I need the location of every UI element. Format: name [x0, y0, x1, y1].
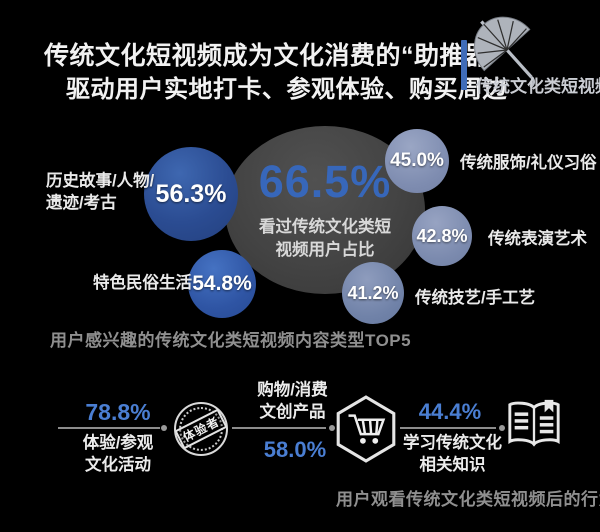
flow-label-learning-line2: 相关知识 [419, 455, 486, 474]
connector-line [400, 427, 496, 429]
flow-label-shopping-line1: 购物/消费 [257, 381, 328, 399]
experiencer-stamp-badge: 体验者 [174, 402, 228, 456]
bubble-label-crafts: 传统技艺/手工艺 [415, 289, 536, 307]
bubble-folk-life: 54.8% [188, 250, 256, 318]
page-title-line1: 传统文化短视频成为文化消费的“助推器” [44, 42, 504, 70]
page-title-line2: 驱动用户实地打卡、参观体验、购买周边 [66, 76, 507, 103]
flow-label-learning-line1: 学习传统文化 [403, 434, 502, 452]
paper-umbrella-icon [468, 4, 546, 96]
flow-label-experience-line2: 文化活动 [85, 455, 151, 474]
bubble-label-history-line2: 遗迹/考古 [46, 194, 117, 213]
flow-value-shopping: 58.0% [263, 437, 327, 462]
bubble-history: 56.3% [144, 147, 238, 241]
connector-dot [161, 425, 167, 431]
accent-divider-bar [461, 40, 467, 90]
center-bubble-value: 66.5% [258, 156, 392, 207]
shopping-cart-icon [334, 394, 398, 464]
connector-dot [329, 425, 335, 431]
connector-line [58, 427, 160, 429]
flow-label-experience: 体验/参观 文化活动 [58, 433, 178, 477]
bubble-label-folk-life: 特色民俗生活 [93, 274, 192, 292]
connector-line [232, 427, 326, 429]
bubble-chart-caption: 用户感兴趣的传统文化类短视频内容类型TOP5 [50, 331, 412, 350]
flow-label-shopping: 购物/消费 文创产品 [235, 380, 350, 424]
bubble-label-performing: 传统表演艺术 [488, 230, 587, 248]
center-label-line2: 视频用户占比 [275, 241, 375, 260]
center-label-line1: 看过传统文化类短 [259, 218, 391, 236]
open-book-icon [505, 397, 563, 453]
badge-dotted-ring [179, 407, 223, 451]
bubble-crafts: 41.2% [342, 262, 404, 324]
flow-label-experience-line1: 体验/参观 [82, 434, 154, 452]
flow-label-shopping-line2: 文创产品 [259, 402, 326, 421]
bubble-costume-etiquette: 45.0% [385, 129, 449, 193]
bubble-performing-arts: 42.8% [412, 206, 472, 266]
connector-dot [499, 425, 505, 431]
brand-label: 传统文化类短视频 [476, 77, 600, 96]
flow-label-learning: 学习传统文化 相关知识 [395, 433, 510, 477]
bubble-label-history-line1: 历史故事/人物/ [46, 172, 155, 190]
bubble-label-history: 历史故事/人物/ 遗迹/考古 [46, 170, 154, 215]
behavior-caption: 用户观看传统文化类短视频后的行为 [336, 490, 600, 509]
flow-value-experience: 78.8% [85, 399, 151, 425]
center-bubble-label: 看过传统文化类短 视频用户占比 [225, 216, 425, 262]
bubble-label-costume: 传统服饰/礼仪习俗 [460, 154, 597, 172]
flow-value-learning: 44.4% [418, 399, 482, 424]
